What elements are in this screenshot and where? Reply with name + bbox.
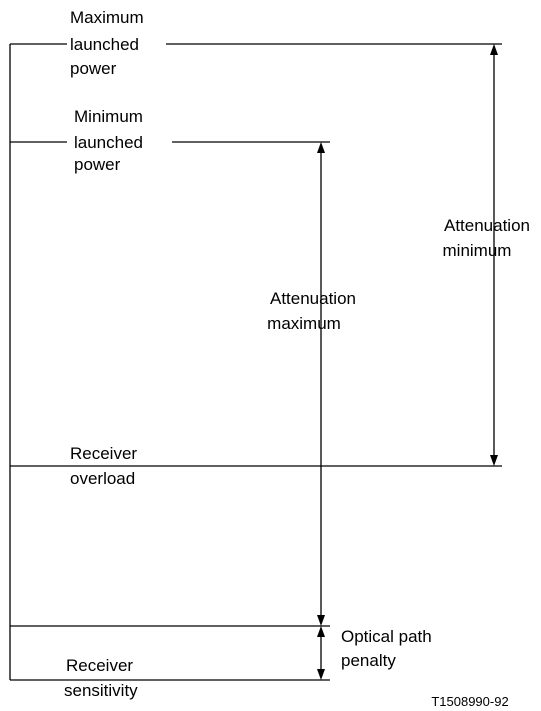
label: Attenuation: [444, 216, 530, 235]
arrow-head: [317, 669, 325, 680]
arrow-head: [317, 142, 325, 153]
label: overload: [70, 469, 135, 488]
label: Optical path: [341, 627, 432, 646]
label: Attenuation: [270, 289, 356, 308]
arrow-head: [317, 626, 325, 637]
label: launched: [74, 133, 143, 152]
label: launched: [70, 35, 139, 54]
figure-id: T1508990-92: [431, 694, 508, 709]
arrow-head: [490, 455, 498, 466]
label: minimum: [443, 241, 512, 260]
label: maximum: [267, 314, 341, 333]
label: Receiver: [66, 656, 133, 675]
label: power: [70, 59, 117, 78]
label: sensitivity: [64, 681, 138, 700]
label: Maximum: [70, 8, 144, 27]
label: power: [74, 155, 121, 174]
arrow-head: [317, 615, 325, 626]
label: Minimum: [74, 107, 143, 126]
arrow-head: [490, 44, 498, 55]
label: Receiver: [70, 444, 137, 463]
label: penalty: [341, 651, 396, 670]
